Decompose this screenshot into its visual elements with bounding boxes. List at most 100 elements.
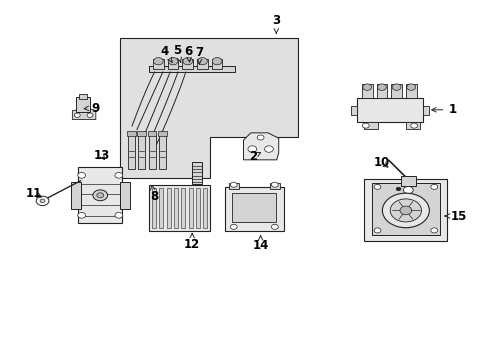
Text: 14: 14 bbox=[252, 236, 268, 252]
Bar bbox=[166, 188, 170, 228]
Text: 2: 2 bbox=[249, 150, 260, 163]
Bar bbox=[149, 66, 234, 72]
Bar bbox=[191, 162, 202, 184]
Bar bbox=[197, 59, 207, 69]
Polygon shape bbox=[120, 38, 298, 178]
Bar bbox=[78, 167, 122, 223]
Circle shape bbox=[87, 113, 93, 117]
Bar bbox=[188, 188, 192, 228]
Bar bbox=[127, 131, 136, 136]
Bar bbox=[79, 94, 87, 99]
Bar bbox=[159, 188, 163, 228]
Bar bbox=[153, 59, 163, 69]
Bar bbox=[371, 183, 439, 235]
Text: 5: 5 bbox=[173, 44, 181, 62]
Circle shape bbox=[97, 193, 103, 198]
Text: 10: 10 bbox=[372, 156, 389, 169]
Circle shape bbox=[78, 172, 85, 178]
Circle shape bbox=[74, 113, 80, 117]
Bar bbox=[182, 59, 193, 69]
Bar bbox=[405, 122, 419, 129]
Circle shape bbox=[115, 212, 122, 218]
Bar bbox=[400, 176, 415, 186]
Bar bbox=[224, 187, 283, 231]
Circle shape bbox=[395, 187, 400, 191]
Text: 11: 11 bbox=[26, 187, 42, 200]
Circle shape bbox=[406, 84, 415, 90]
Circle shape bbox=[93, 190, 107, 201]
Circle shape bbox=[362, 123, 368, 128]
Circle shape bbox=[271, 224, 278, 229]
Polygon shape bbox=[243, 133, 278, 160]
Bar bbox=[71, 182, 81, 209]
Circle shape bbox=[403, 186, 412, 194]
Circle shape bbox=[377, 84, 386, 90]
Bar bbox=[148, 135, 155, 169]
Bar bbox=[376, 84, 386, 98]
Bar bbox=[232, 193, 276, 222]
Bar bbox=[228, 183, 238, 189]
Circle shape bbox=[430, 228, 437, 233]
Circle shape bbox=[362, 84, 371, 90]
Circle shape bbox=[399, 206, 411, 215]
Bar bbox=[361, 84, 372, 98]
Circle shape bbox=[410, 123, 417, 128]
Circle shape bbox=[373, 228, 380, 233]
Bar bbox=[138, 135, 145, 169]
Circle shape bbox=[257, 135, 264, 140]
Text: 3: 3 bbox=[272, 14, 280, 33]
Circle shape bbox=[230, 182, 237, 187]
Bar bbox=[211, 59, 222, 69]
Text: 1: 1 bbox=[431, 103, 455, 116]
Bar bbox=[76, 97, 90, 112]
Bar bbox=[405, 84, 416, 98]
Circle shape bbox=[389, 199, 421, 222]
Text: 9: 9 bbox=[84, 102, 99, 114]
Bar bbox=[152, 188, 156, 228]
Bar bbox=[158, 131, 166, 136]
Bar bbox=[128, 135, 135, 169]
Circle shape bbox=[247, 146, 256, 152]
Circle shape bbox=[115, 172, 122, 178]
Text: 13: 13 bbox=[93, 149, 110, 162]
Circle shape bbox=[153, 58, 163, 65]
Circle shape bbox=[230, 224, 237, 229]
Bar bbox=[181, 188, 185, 228]
Circle shape bbox=[36, 196, 49, 206]
Circle shape bbox=[264, 146, 273, 152]
Bar bbox=[174, 188, 178, 228]
Text: 8: 8 bbox=[150, 185, 158, 203]
Circle shape bbox=[391, 84, 400, 90]
Text: 12: 12 bbox=[183, 233, 200, 251]
Bar bbox=[167, 59, 178, 69]
Circle shape bbox=[271, 182, 278, 187]
Circle shape bbox=[197, 58, 207, 65]
Circle shape bbox=[78, 212, 85, 218]
Bar bbox=[196, 188, 200, 228]
Bar bbox=[149, 185, 210, 231]
Bar bbox=[422, 106, 428, 115]
Circle shape bbox=[430, 184, 437, 189]
Text: 4: 4 bbox=[161, 45, 172, 63]
Polygon shape bbox=[72, 109, 96, 120]
Bar bbox=[356, 98, 422, 122]
Bar bbox=[203, 188, 207, 228]
Circle shape bbox=[212, 58, 222, 65]
Bar bbox=[159, 135, 165, 169]
Bar bbox=[147, 131, 156, 136]
Circle shape bbox=[382, 193, 428, 228]
Bar bbox=[269, 183, 279, 189]
Circle shape bbox=[168, 58, 178, 65]
Bar bbox=[350, 106, 356, 115]
Bar bbox=[120, 182, 129, 209]
Bar bbox=[364, 179, 447, 241]
Circle shape bbox=[40, 199, 45, 203]
Text: 15: 15 bbox=[444, 210, 466, 222]
Text: 7: 7 bbox=[195, 46, 203, 64]
Text: 6: 6 bbox=[184, 45, 192, 62]
Circle shape bbox=[373, 184, 380, 189]
Circle shape bbox=[183, 58, 192, 65]
Bar bbox=[364, 122, 377, 129]
Bar bbox=[137, 131, 146, 136]
Bar bbox=[390, 84, 401, 98]
